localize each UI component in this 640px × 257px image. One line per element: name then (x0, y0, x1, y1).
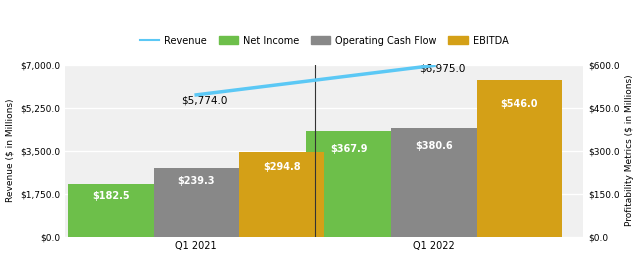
Text: $6,975.0: $6,975.0 (419, 63, 465, 74)
Bar (68, 184, 154, 237)
Text: $239.3: $239.3 (177, 176, 215, 186)
Text: $294.8: $294.8 (263, 162, 300, 172)
Y-axis label: Profitability Metrics ($ in Millions): Profitability Metrics ($ in Millions) (625, 75, 634, 226)
Legend: Revenue, Net Income, Operating Cash Flow, EBITDA: Revenue, Net Income, Operating Cash Flow… (136, 32, 513, 50)
Y-axis label: Revenue ($ in Millions): Revenue ($ in Millions) (6, 99, 15, 203)
Text: $182.5: $182.5 (92, 191, 130, 201)
Bar (239, 152, 324, 237)
Bar (391, 128, 477, 237)
Text: $367.9: $367.9 (330, 144, 367, 154)
Text: $380.6: $380.6 (415, 141, 453, 151)
Bar (154, 168, 239, 237)
Text: $5,774.0: $5,774.0 (181, 95, 227, 105)
Bar (477, 80, 562, 237)
Bar (306, 131, 391, 237)
Text: $546.0: $546.0 (500, 99, 538, 109)
